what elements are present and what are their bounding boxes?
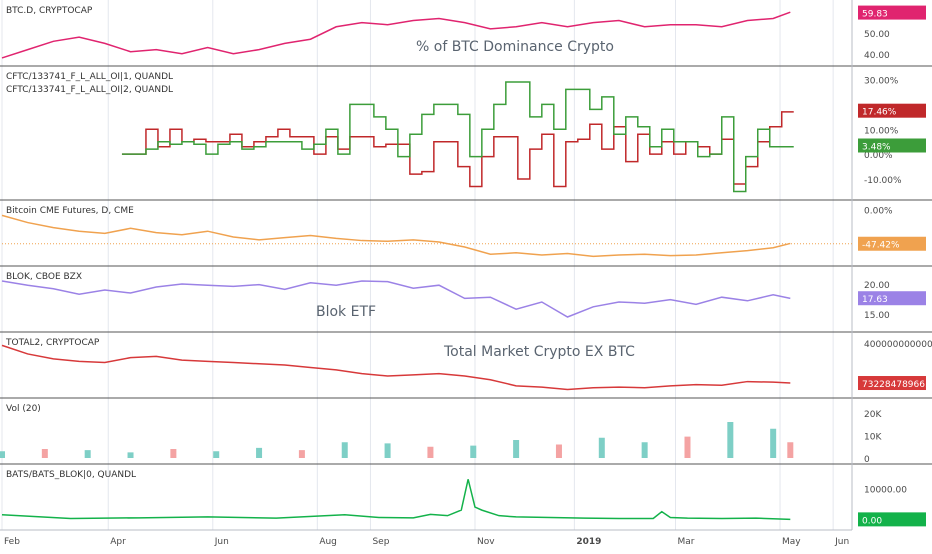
series-line-blok <box>1 280 791 318</box>
y-tick-label: 400000000000.00 <box>864 340 932 350</box>
volume-bar <box>0 451 5 458</box>
x-tick-label: Mar <box>677 537 694 547</box>
x-tick-label: 2019 <box>576 537 601 547</box>
last-value-badge <box>858 512 926 527</box>
series-line-cftc-1 <box>121 111 794 188</box>
last-value-label: 17.46% <box>862 108 897 118</box>
series-line-cme-futures <box>1 214 791 258</box>
pane-title: CFTC/133741_F_L_ALL_OI|2, QUANDL <box>6 85 173 95</box>
x-tick-label: Feb <box>4 537 20 547</box>
volume-bar <box>641 442 648 458</box>
y-tick-label: 30.00% <box>864 76 899 86</box>
pane-title: TOTAL2, CRYPTOCAP <box>5 338 100 348</box>
chart-annotation: % of BTC Dominance Crypto <box>416 39 614 55</box>
y-tick-label: 10K <box>864 433 882 443</box>
volume-bar <box>384 443 391 458</box>
last-value-label: 0.00 <box>862 516 882 526</box>
volume-bar <box>787 442 794 458</box>
pane-title: Bitcoin CME Futures, D, CME <box>6 206 134 216</box>
series-line-cftc-2 <box>121 81 794 193</box>
last-value-label: 3.48% <box>862 142 891 152</box>
last-value-label: 73228478966.81 <box>862 380 932 390</box>
x-tick-label: May <box>782 537 801 547</box>
last-value-label: 59.83 <box>862 10 888 20</box>
pane-title: BATS/BATS_BLOK|0, QUANDL <box>6 470 136 480</box>
chart-annotation: Total Market Crypto EX BTC <box>443 344 635 360</box>
last-value-label: -47.42% <box>862 241 900 251</box>
y-tick-label: 10000.00 <box>864 486 907 496</box>
pane-title: CFTC/133741_F_L_ALL_OI|1, QUANDL <box>6 72 173 82</box>
volume-bar <box>470 445 477 458</box>
last-value-badge <box>858 376 926 391</box>
volume-bar <box>341 442 348 458</box>
y-tick-label: 0.00% <box>864 207 893 217</box>
volume-bar <box>213 451 220 458</box>
volume-bar <box>598 437 605 458</box>
x-tick-label: Apr <box>110 537 126 547</box>
volume-bar <box>427 446 434 458</box>
y-tick-label: 0 <box>864 455 870 465</box>
x-tick-label: Nov <box>477 537 495 547</box>
x-tick-label: Jun <box>214 537 229 547</box>
last-value-badge <box>858 103 926 118</box>
x-tick-label: Jun <box>834 537 849 547</box>
y-tick-label: 10.00% <box>864 126 899 136</box>
pane-title: Vol (20) <box>6 404 41 414</box>
y-tick-label: 20.00 <box>864 281 890 291</box>
volume-bar <box>770 428 777 458</box>
series-line-btc-dominance <box>1 11 791 59</box>
volume-bar <box>41 449 48 458</box>
volume-bar <box>256 447 263 458</box>
pane-title: BLOK, CBOE BZX <box>6 272 82 282</box>
last-value-badge <box>858 138 926 153</box>
y-tick-label: 20K <box>864 410 882 420</box>
last-value-badge <box>858 291 926 306</box>
volume-bar <box>727 422 734 458</box>
last-value-badge <box>858 5 926 20</box>
volume-bar <box>127 452 134 458</box>
y-tick-label: -10.00% <box>864 176 902 186</box>
last-value-label: 17.63 <box>862 295 888 305</box>
y-tick-label: 0.00% <box>864 151 893 161</box>
volume-bar <box>170 449 177 458</box>
y-tick-label: 40.00 <box>864 51 890 61</box>
y-tick-label: 15.00 <box>864 311 890 321</box>
volume-bar <box>684 436 691 458</box>
chart-annotation: Blok ETF <box>316 304 376 320</box>
last-value-badge <box>858 236 926 251</box>
x-tick-label: Sep <box>372 537 389 547</box>
volume-bar <box>298 450 305 458</box>
x-tick-label: Aug <box>319 537 337 547</box>
series-line-bats-blok <box>1 479 791 521</box>
volume-bar <box>513 440 520 458</box>
volume-bar <box>555 444 562 458</box>
y-tick-label: 50.00 <box>864 30 890 40</box>
pane-title: BTC.D, CRYPTOCAP <box>6 6 93 16</box>
series-line-total2 <box>1 344 791 391</box>
volume-bar <box>84 450 91 458</box>
